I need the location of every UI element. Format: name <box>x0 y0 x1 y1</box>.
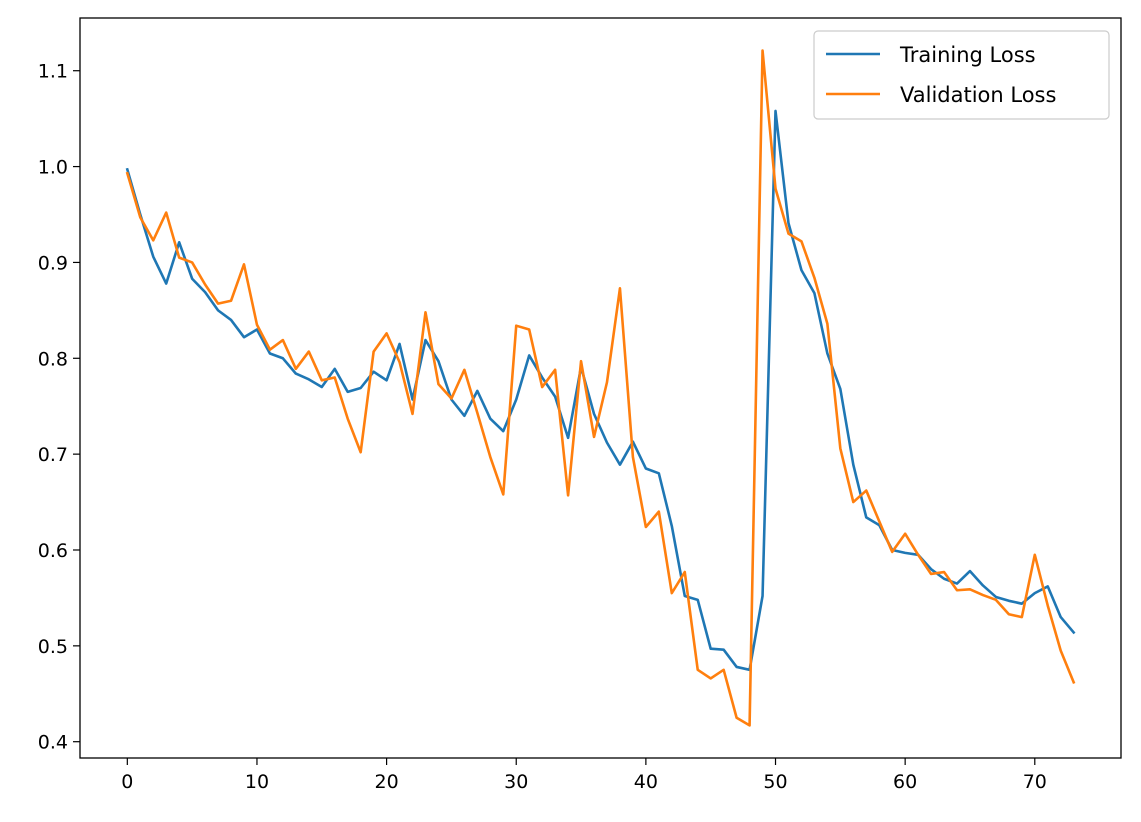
axes-frame <box>79 17 1122 759</box>
x-tick-label: 0 <box>121 771 133 793</box>
legend-box <box>813 30 1110 120</box>
x-axis: 0 10 20 30 40 50 60 70 <box>121 758 1047 793</box>
x-tick-label: 10 <box>245 771 269 793</box>
x-tick-label: 20 <box>375 771 399 793</box>
y-tick-label: 0.4 <box>38 732 68 754</box>
y-tick-label: 1.0 <box>38 157 68 179</box>
series-line-validation-loss <box>125 49 1076 727</box>
x-tick-label: 60 <box>893 771 917 793</box>
legend-label: Validation Loss <box>900 83 1056 107</box>
y-tick-label: 1.1 <box>38 61 68 83</box>
y-tick-label: 0.5 <box>38 636 68 658</box>
y-tick-label: 0.8 <box>38 348 68 370</box>
x-tick-label: 50 <box>763 771 787 793</box>
series-line-training-loss <box>125 109 1076 672</box>
legend: Training Loss Validation Loss <box>813 30 1110 120</box>
legend-label: Training Loss <box>899 43 1036 67</box>
x-tick-label: 30 <box>504 771 528 793</box>
y-tick-label: 0.6 <box>38 540 68 562</box>
y-tick-label: 0.7 <box>38 444 68 466</box>
x-tick-label: 40 <box>634 771 658 793</box>
y-axis: 0.4 0.5 0.6 0.7 0.8 0.9 1.0 1.1 <box>38 61 80 754</box>
series-layer <box>125 49 1076 727</box>
x-tick-label: 70 <box>1023 771 1047 793</box>
y-tick-label: 0.9 <box>38 252 68 274</box>
